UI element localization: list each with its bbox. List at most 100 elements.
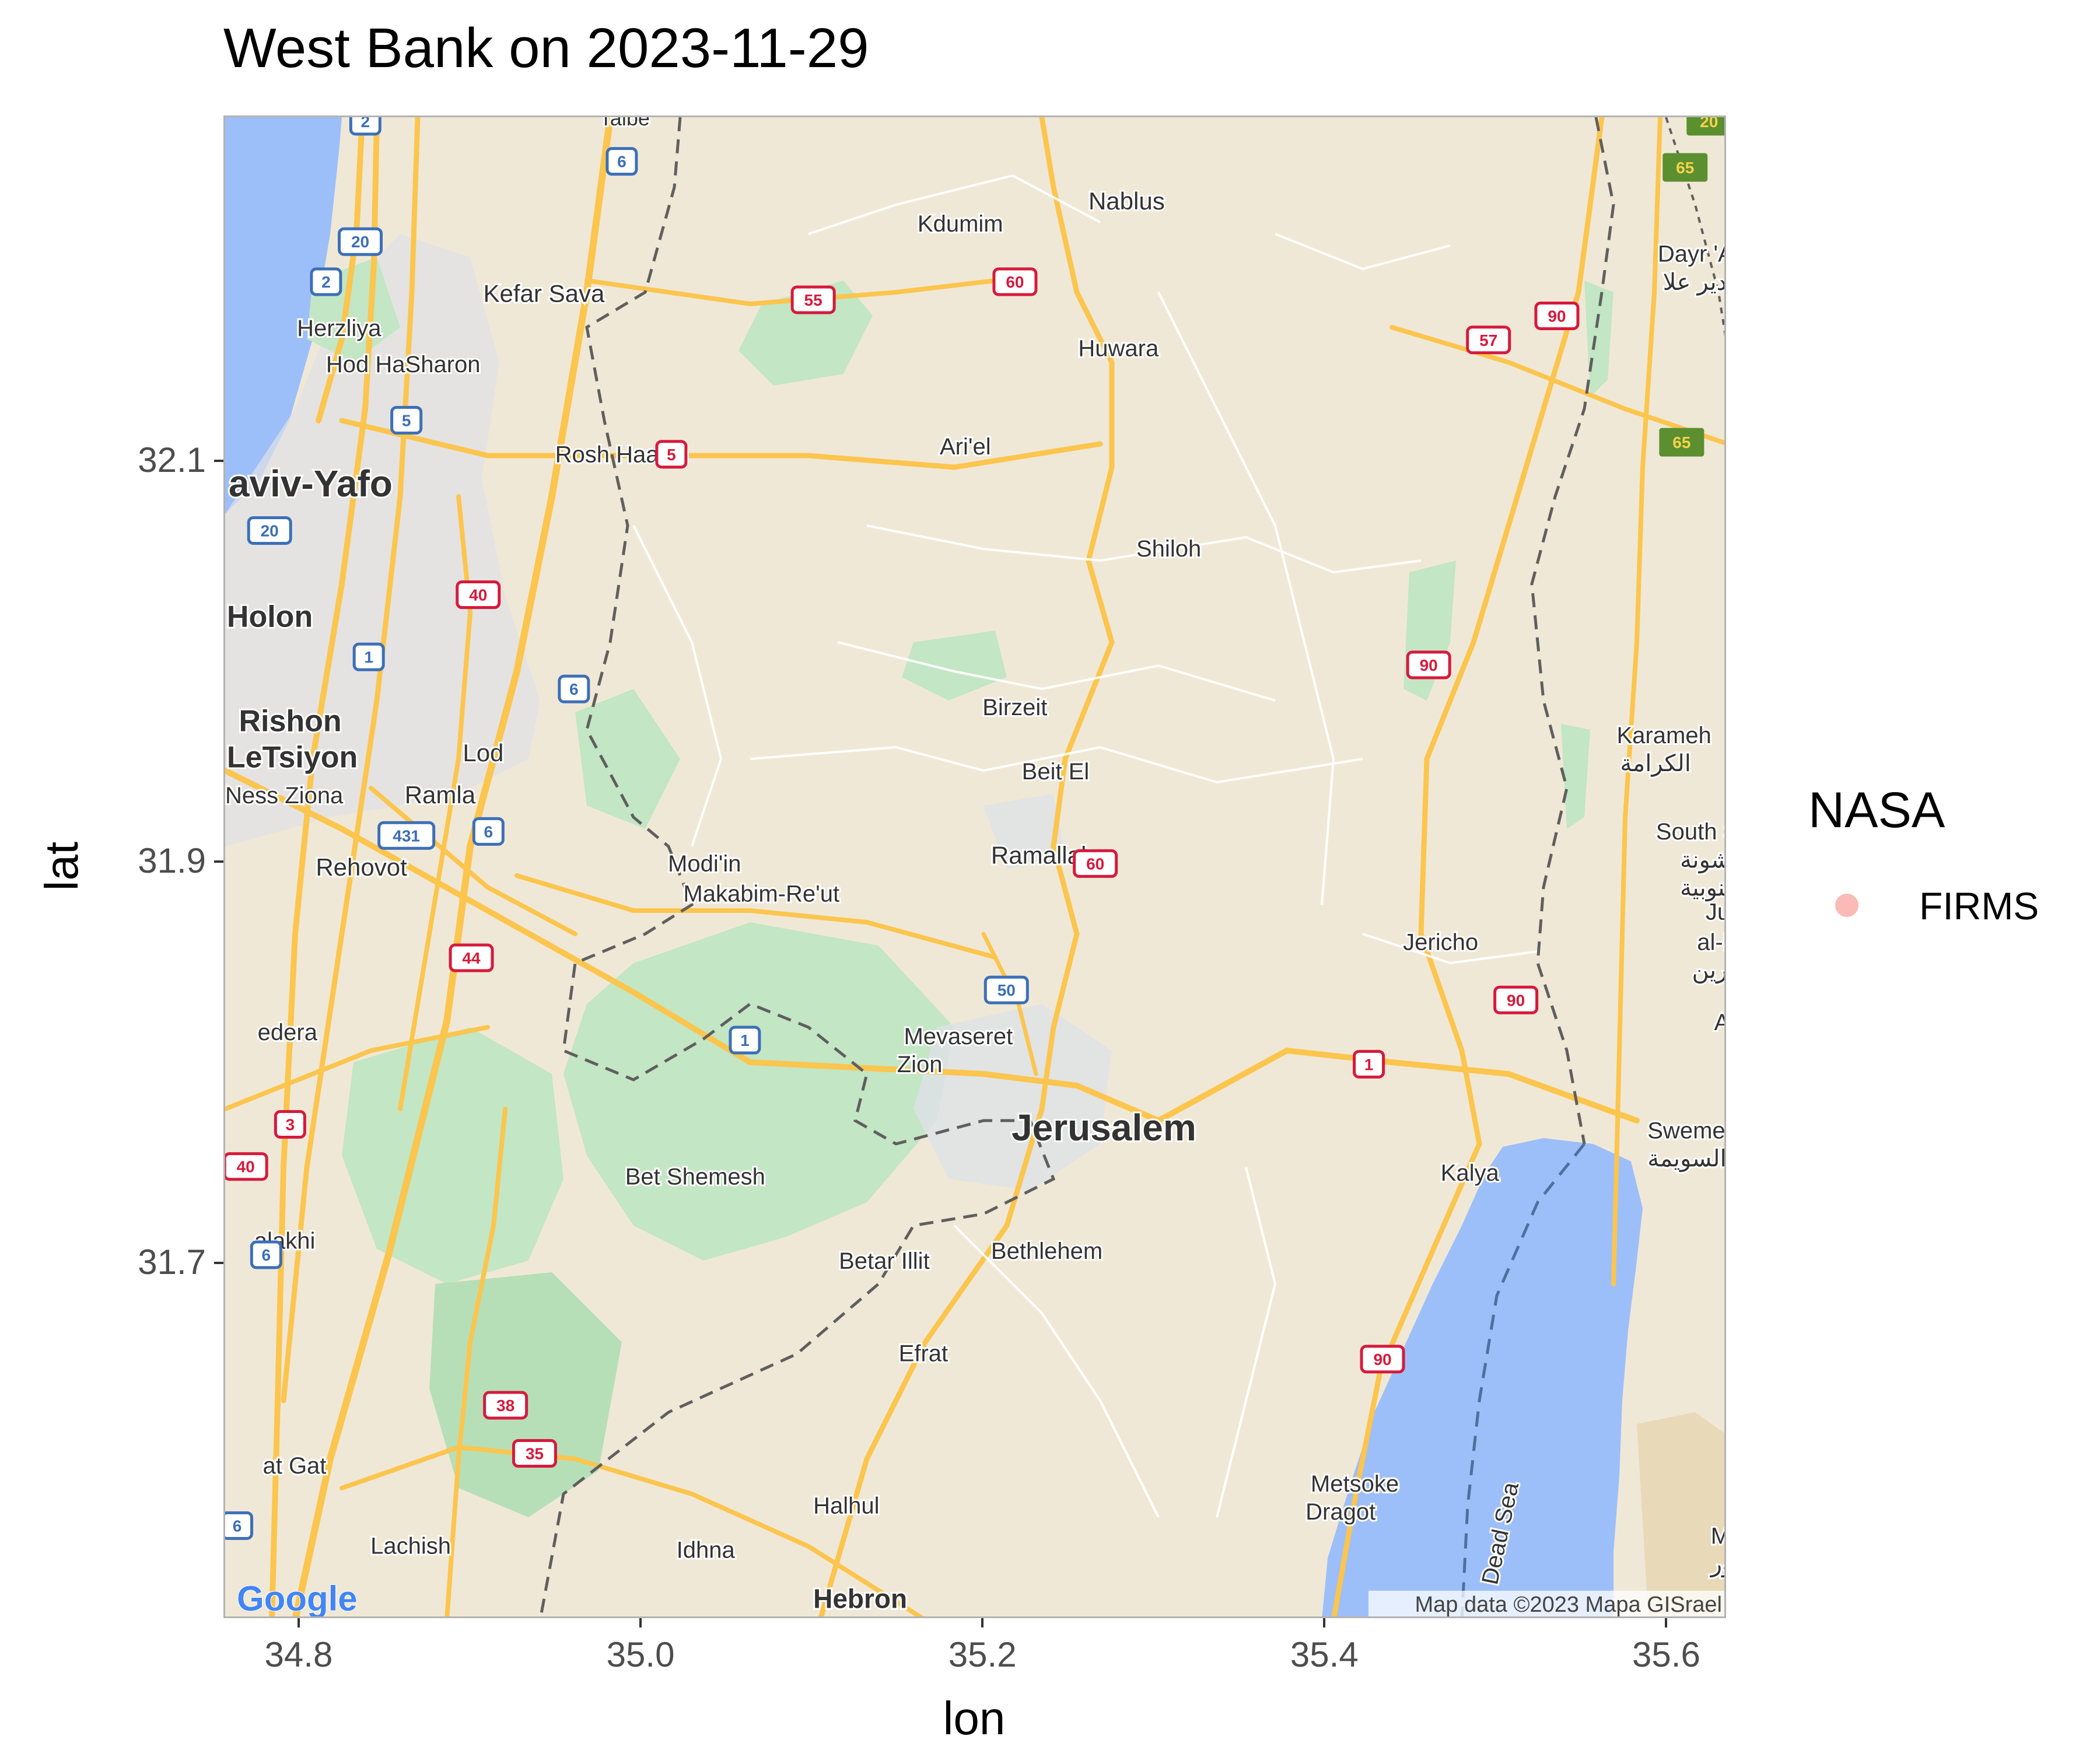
highway-shield-label: 1: [740, 1031, 750, 1049]
place-label: Beit El: [1022, 759, 1090, 785]
place-label: Lachish: [370, 1534, 451, 1559]
highway-shield-label: 35: [526, 1445, 544, 1463]
highway-shield-red: 90: [1493, 985, 1539, 1014]
road-hwy-3: [225, 1025, 490, 1111]
highway-shield-box: [1073, 849, 1118, 878]
highway-shield-blue: 6: [472, 817, 505, 846]
y-tick-mark: [214, 860, 223, 863]
place-label: Modi'in: [668, 851, 741, 877]
highway-shield-box: [992, 267, 1038, 296]
urban-jerusalem: [914, 1004, 1112, 1191]
y-tick-label: 32.1: [138, 440, 206, 480]
highway-shield-box: [1686, 117, 1724, 136]
highway-shield-box: [247, 516, 292, 545]
place-label: Lod: [463, 739, 503, 766]
highway-shield-red: 90: [1360, 1345, 1405, 1374]
highway-shield-box: [250, 1240, 282, 1269]
place-label: Taibe: [600, 117, 650, 130]
highway-shield-blue: 6: [250, 1240, 282, 1269]
road-hwy-443: [514, 873, 998, 960]
road-hwy-20: [269, 117, 380, 1616]
x-tick-mark: [981, 1618, 984, 1628]
highway-shield-box: [456, 580, 501, 610]
highway-shield-blue: 6: [606, 147, 638, 176]
place-label: Ness Ziona: [225, 783, 344, 808]
park-samaria: [738, 281, 873, 386]
road-hwy-65: [1611, 117, 1662, 1286]
jordan-border: [1530, 117, 1615, 1144]
highway-shield-label: 90: [1420, 656, 1438, 674]
highway-shield-label: 5: [667, 446, 676, 464]
highway-shield-label: 2: [361, 117, 370, 131]
road-hwy-35: [340, 1444, 924, 1616]
place-label: الشونة: [1680, 847, 1726, 873]
urban-ramallah: [984, 794, 1065, 870]
park-jordan-east: [1561, 724, 1590, 829]
place-label: Mach: [1711, 1523, 1726, 1549]
highway-shield-red: 5: [655, 440, 688, 469]
map-borders: [539, 117, 1724, 1616]
map-places-layer: Taibe Kdumim Nablus Dayr 'Al دير علا Kefar Sa…: [225, 117, 1726, 1615]
map-attribution: Map data ©2023 Mapa GISrael: [1368, 1591, 1724, 1617]
highway-shield-red: 57: [1466, 326, 1511, 355]
highway-shield-box: [1353, 1049, 1385, 1079]
road-hwy-4: [281, 117, 421, 1404]
highway-shield-label: 1: [364, 648, 373, 666]
place-label: الجنوبية: [1680, 875, 1726, 901]
highway-shield-box: [1466, 326, 1511, 355]
highway-shield-red: 3: [274, 1110, 306, 1139]
x-axis-title: lon: [943, 1692, 1006, 1744]
highway-shield-red: 35: [512, 1439, 557, 1468]
desert-east: [1637, 1412, 1724, 1616]
highway-shield-box: [1662, 153, 1708, 182]
y-tick-mark: [214, 459, 223, 462]
highway-shield-label: 60: [1006, 273, 1024, 291]
highway-shield-blue: 2: [310, 267, 342, 296]
highway-shield-label: 90: [1548, 307, 1566, 325]
place-label: Idhna: [677, 1537, 736, 1563]
map-canvas: Taibe Kdumim Nablus Dayr 'Al دير علا Kefar Sa…: [225, 117, 1726, 1617]
place-label: Halhul: [813, 1493, 879, 1519]
highway-shield-box: [225, 1152, 268, 1181]
road-hwy-38: [444, 1107, 508, 1616]
mediterranean-sea: [225, 117, 342, 514]
x-tick-label: 35.0: [606, 1635, 675, 1674]
highway-shield-box: [390, 405, 423, 435]
y-tick-mark: [214, 1262, 223, 1265]
highway-shield-blue: 5: [390, 405, 423, 435]
place-label: Ramla: [405, 781, 476, 808]
place-label: LeTsiyon: [227, 740, 358, 774]
highway-shield-box: [1493, 985, 1539, 1014]
highway-shield-blue: 6: [558, 674, 590, 704]
place-label: Karameh: [1617, 723, 1712, 748]
highway-shield-box: [729, 1026, 761, 1055]
highway-shield-label: 50: [998, 981, 1016, 999]
park-judean-hills: [575, 689, 680, 829]
x-tick-label: 35.4: [1290, 1635, 1359, 1674]
road-hwy-90: [1331, 117, 1605, 1616]
highway-shield-box: [274, 1110, 306, 1139]
highway-shield-label: 431: [393, 827, 420, 845]
highway-shield-label: 5: [402, 411, 411, 429]
highway-shield-box: [472, 817, 505, 846]
highway-shield-label: 40: [469, 586, 487, 604]
legend-label-firms: FIRMS: [1919, 884, 2039, 928]
highway-shield-label: 20: [261, 522, 279, 540]
highway-shield-box: [349, 117, 382, 136]
highway-shield-red: 90: [1406, 650, 1451, 680]
attribution-text: Map data ©2023 Mapa GISrael: [1415, 1592, 1722, 1617]
highway-shield-box: [606, 147, 638, 176]
place-label: Holon: [227, 600, 313, 634]
y-tick-label: 31.9: [138, 841, 206, 881]
highway-shield-red: 90: [1534, 301, 1580, 330]
road-hwy-40: [398, 494, 473, 1111]
place-label: Bethlehem: [991, 1238, 1102, 1264]
highway-shield-label: 44: [462, 949, 481, 967]
x-tick-label: 34.8: [264, 1635, 333, 1674]
place-label: Ari'el: [940, 434, 991, 460]
dead-sea-border: [1460, 1143, 1586, 1616]
place-label: Hebron: [813, 1583, 907, 1614]
highway-shield-box: [1360, 1345, 1405, 1374]
map-panel[interactable]: Taibe Kdumim Nablus Dayr 'Al دير علا Kefar Sa…: [223, 116, 1726, 1618]
highway-shield-red: 60: [992, 267, 1038, 296]
